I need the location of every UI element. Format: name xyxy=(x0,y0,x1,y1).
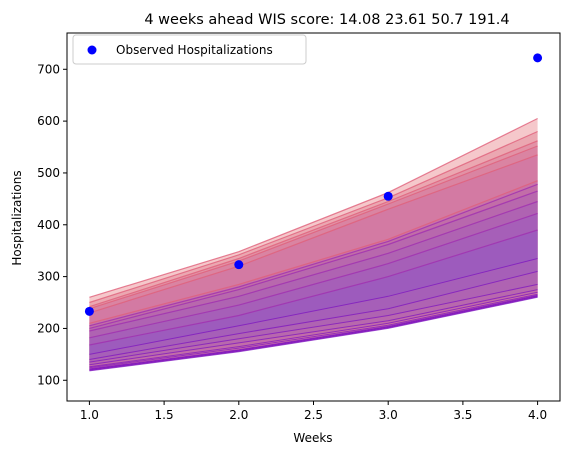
y-axis-label: Hospitalizations xyxy=(10,170,24,265)
quantile-band-upper-line-9 xyxy=(89,200,538,332)
x-tick-label: 3.5 xyxy=(453,408,472,422)
observed-points xyxy=(84,53,543,316)
x-tick-label: 1.5 xyxy=(155,408,174,422)
quantile-band-upper-line-5 xyxy=(89,154,538,314)
quantile-bands xyxy=(89,117,538,372)
legend: Observed Hospitalizations xyxy=(72,34,307,65)
quantile-band-lower-line-10 xyxy=(89,270,538,360)
x-tick-label: 3.0 xyxy=(379,408,398,422)
legend-label-observed: Observed Hospitalizations xyxy=(116,43,273,57)
quantile-band-lower-line-5 xyxy=(89,294,538,370)
observed-point-2 xyxy=(234,260,244,270)
quantile-band-lower-line-8 xyxy=(89,289,538,366)
legend-marker-observed xyxy=(87,45,97,55)
y-tick-label: 300 xyxy=(37,270,60,284)
y-tick-label: 600 xyxy=(37,114,60,128)
y-tick-label: 400 xyxy=(37,218,60,232)
quantile-band-upper-line-4 xyxy=(89,145,538,310)
quantile-band-upper-line-8 xyxy=(89,190,538,329)
x-tick-label: 4.0 xyxy=(528,408,547,422)
quantile-band-upper-line-2 xyxy=(89,130,538,304)
quantile-band-8 xyxy=(89,191,538,365)
quantile-band-lower-line-6 xyxy=(89,293,538,369)
quantile-band-9 xyxy=(89,201,538,363)
x-tick-label: 1.0 xyxy=(80,408,99,422)
quantile-band-lower-line-11 xyxy=(89,258,538,355)
y-tick-label: 100 xyxy=(37,373,60,387)
quantile-band-2 xyxy=(89,131,538,371)
y-tick-label: 700 xyxy=(37,62,60,76)
quantile-band-7 xyxy=(89,184,538,367)
x-tick-label: 2.0 xyxy=(229,408,248,422)
quantile-band-upper-line-7 xyxy=(89,183,538,327)
x-axis-label: Weeks xyxy=(293,431,332,445)
observed-point-3 xyxy=(383,191,393,201)
y-axis: 100 200 300 400 500 600 700 xyxy=(37,62,67,387)
x-axis: 1.0 1.5 2.0 2.5 3.0 3.5 4.0 xyxy=(80,401,547,422)
quantile-band-upper-line-3 xyxy=(89,140,538,308)
y-tick-label: 200 xyxy=(37,321,60,335)
quantile-band-upper-line-11 xyxy=(89,229,538,346)
observed-point-4 xyxy=(533,53,543,63)
quantile-band-lower-line-9 xyxy=(89,283,538,363)
quantile-band-upper-line-1 xyxy=(89,117,538,298)
chart-title: 4 weeks ahead WIS score: 14.08 23.61 50.… xyxy=(144,12,509,28)
quantile-band-upper-line-10 xyxy=(89,212,538,339)
x-tick-label: 2.5 xyxy=(304,408,323,422)
quantile-band-lower-line-7 xyxy=(89,291,538,368)
quantile-band-upper-line-6 xyxy=(89,180,538,324)
observed-point-1 xyxy=(84,306,94,316)
legend-box xyxy=(72,34,307,65)
y-tick-label: 500 xyxy=(37,166,60,180)
